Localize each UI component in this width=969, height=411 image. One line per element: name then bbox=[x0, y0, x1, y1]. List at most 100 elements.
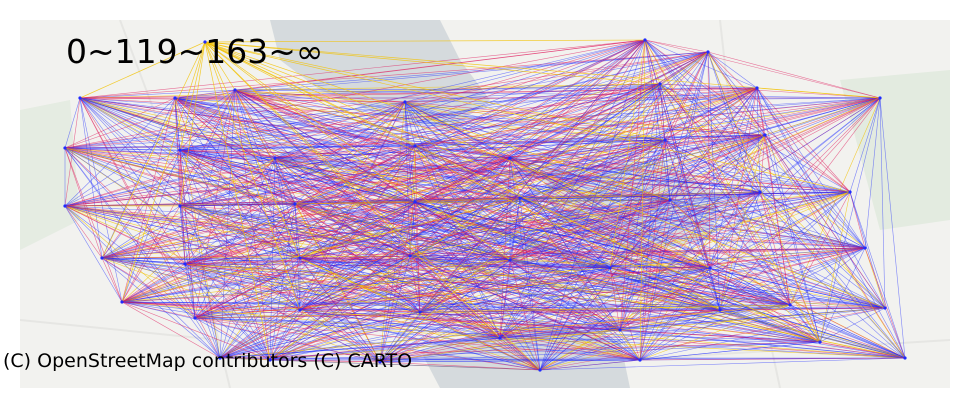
flow-edge bbox=[204, 41, 671, 201]
flow-edge bbox=[509, 157, 851, 193]
flow-edge bbox=[299, 39, 646, 259]
flow-edge bbox=[184, 97, 881, 265]
flow-edge bbox=[269, 307, 886, 361]
flow-edge bbox=[669, 51, 709, 201]
flow-edge bbox=[509, 259, 711, 269]
flow-edge bbox=[274, 101, 406, 159]
flow-edge bbox=[539, 51, 709, 371]
flow-edge bbox=[764, 134, 791, 306]
flow-edge bbox=[204, 41, 301, 311]
flow-node bbox=[78, 96, 82, 100]
flow-edge bbox=[121, 301, 501, 339]
flow-edge bbox=[294, 203, 866, 249]
flow-edge bbox=[194, 157, 511, 319]
flow-edge bbox=[664, 139, 671, 201]
flow-edge bbox=[414, 201, 866, 249]
flow-edge bbox=[299, 257, 886, 309]
flow-edge bbox=[179, 145, 416, 207]
flow-edge bbox=[669, 134, 766, 201]
flow-edge bbox=[519, 51, 709, 199]
flow-edge bbox=[644, 39, 766, 136]
flow-edge bbox=[204, 41, 271, 361]
flow-edge bbox=[219, 255, 411, 359]
flow-edge bbox=[121, 191, 851, 303]
flow-edge bbox=[414, 191, 851, 203]
flow-edge bbox=[64, 97, 881, 149]
flow-node bbox=[663, 138, 667, 142]
flow-edge bbox=[509, 157, 866, 249]
flow-edge bbox=[269, 341, 821, 361]
flow-edge bbox=[409, 255, 421, 313]
flow-edge bbox=[179, 101, 406, 151]
flow-edge bbox=[121, 301, 421, 313]
flow-edge bbox=[819, 247, 866, 343]
flow-edge bbox=[414, 39, 646, 203]
flow-edge bbox=[274, 157, 296, 205]
flow-edge bbox=[269, 309, 301, 361]
flow-edge bbox=[409, 255, 501, 339]
flow-edge bbox=[379, 134, 766, 363]
flow-edge bbox=[404, 51, 709, 103]
flow-edge bbox=[509, 191, 761, 261]
flow-edge bbox=[756, 87, 906, 359]
flow-node bbox=[273, 156, 277, 160]
flow-edge bbox=[194, 247, 866, 319]
flow-edge bbox=[184, 191, 761, 265]
flow-edge bbox=[509, 51, 709, 261]
flow-edge bbox=[709, 134, 766, 269]
flow-edge bbox=[101, 257, 123, 303]
flow-edge bbox=[707, 51, 761, 193]
flow-node bbox=[763, 133, 767, 137]
flow-edge bbox=[184, 263, 501, 339]
flow-edge bbox=[509, 51, 709, 159]
flow-edge bbox=[509, 259, 611, 269]
flow-edge bbox=[519, 197, 711, 269]
flow-edge bbox=[299, 255, 411, 311]
flow-edge bbox=[644, 39, 758, 89]
flow-edge bbox=[664, 134, 766, 141]
flow-edge bbox=[509, 157, 641, 361]
flow-edge bbox=[64, 147, 416, 203]
flow-edge bbox=[299, 157, 511, 259]
flow-edge bbox=[299, 257, 721, 311]
flow-edge bbox=[184, 255, 411, 265]
flow-edge bbox=[539, 357, 906, 371]
flow-edge bbox=[274, 39, 646, 159]
map-panel[interactable]: 0~119~163~∞ bbox=[20, 20, 950, 388]
flow-edge bbox=[759, 134, 766, 193]
flow-edge bbox=[219, 247, 866, 359]
flow-node bbox=[218, 356, 222, 360]
flow-edge bbox=[519, 197, 866, 249]
flow-edge bbox=[121, 41, 206, 303]
flow-edge bbox=[219, 304, 791, 359]
flow-edge bbox=[419, 51, 709, 313]
flow-edge bbox=[409, 39, 646, 257]
flow-edge bbox=[669, 199, 821, 343]
flow-map bbox=[20, 20, 950, 388]
flow-edge bbox=[194, 39, 646, 319]
flow-node bbox=[718, 308, 722, 312]
flow-edge bbox=[299, 51, 709, 259]
flow-node bbox=[658, 82, 662, 86]
flow-edge bbox=[419, 311, 501, 339]
flow-edge bbox=[204, 41, 881, 99]
park-area-east bbox=[840, 70, 950, 230]
flow-node bbox=[298, 256, 302, 260]
flow-edge bbox=[419, 304, 791, 313]
flow-edge bbox=[619, 39, 646, 331]
flow-edge bbox=[204, 41, 501, 339]
flow-edge bbox=[414, 145, 641, 361]
flow-node bbox=[788, 303, 792, 307]
flow-edge bbox=[539, 39, 646, 371]
flow-edge bbox=[64, 89, 236, 149]
flow-edge bbox=[184, 203, 296, 265]
flow-edge bbox=[849, 191, 886, 309]
flow-edge bbox=[879, 97, 886, 309]
flow-edge bbox=[509, 134, 766, 261]
flow-edge bbox=[179, 41, 206, 151]
flow-edge bbox=[101, 97, 176, 259]
flow-edge bbox=[234, 89, 641, 361]
flow-edge bbox=[234, 51, 709, 91]
flow-edge bbox=[759, 191, 791, 306]
flow-edge bbox=[759, 191, 886, 309]
